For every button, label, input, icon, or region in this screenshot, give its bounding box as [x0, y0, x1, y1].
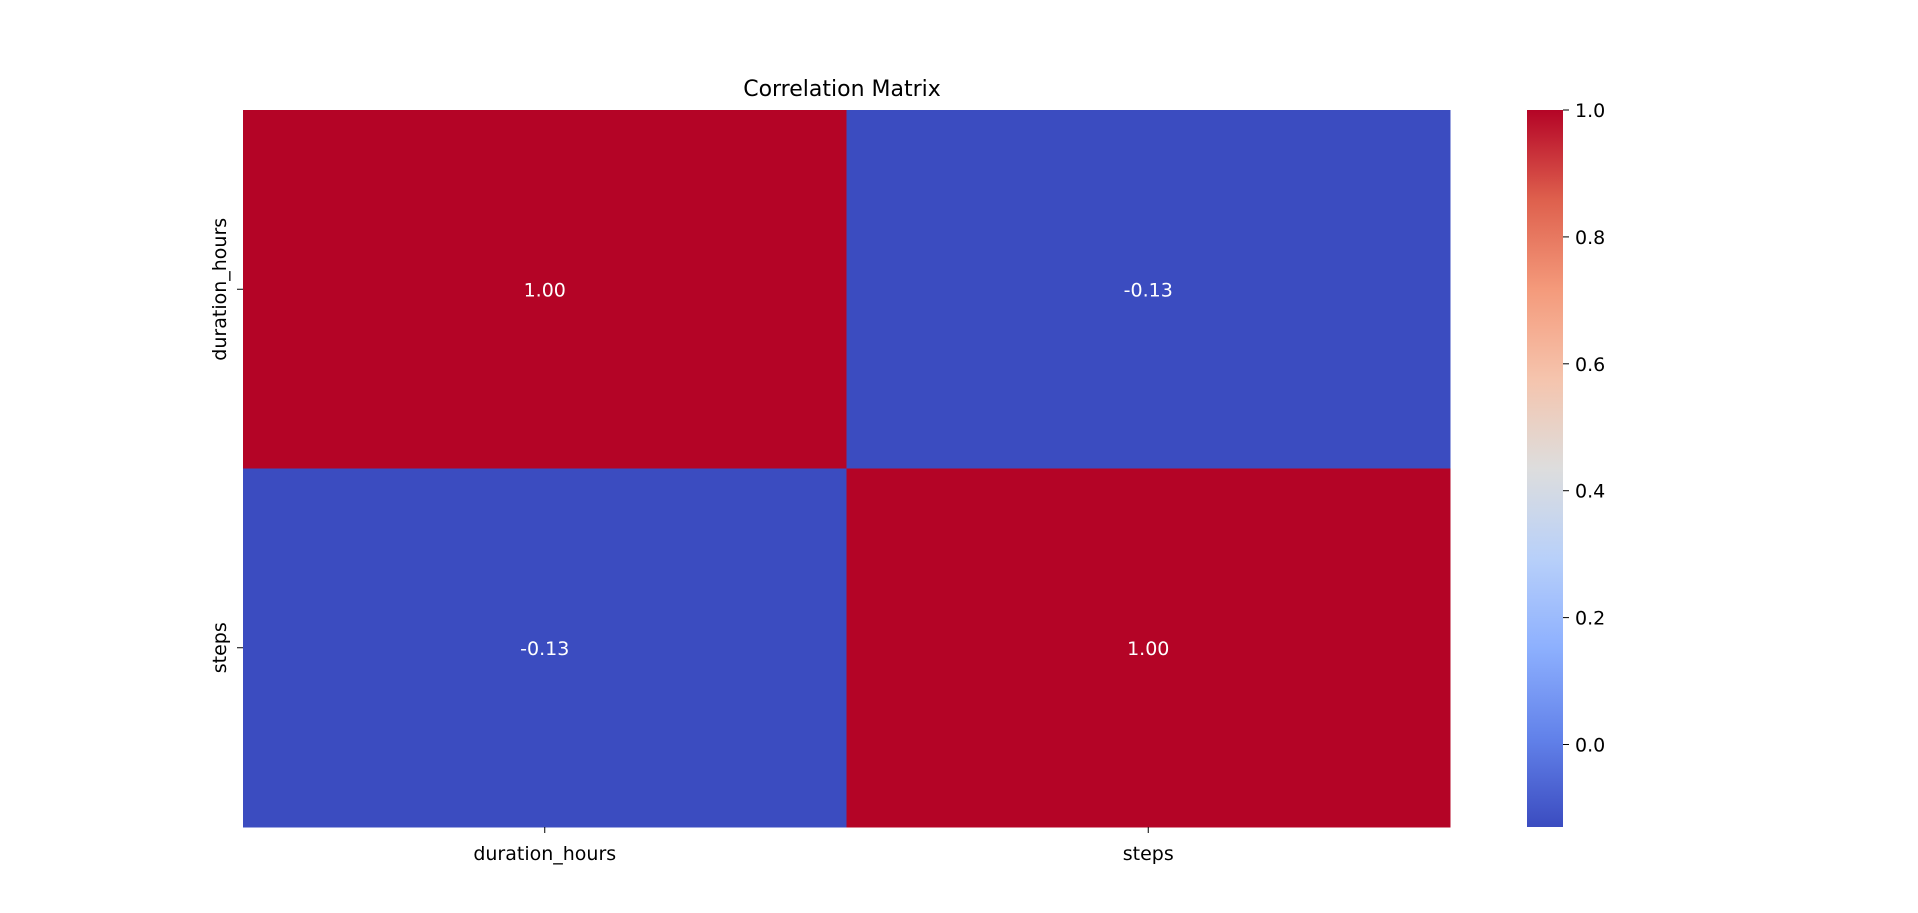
- colorbar-tick-label-3: 0.6: [1575, 354, 1605, 376]
- colorbar: 0.0 0.2 0.4 0.6 0.8 1.0: [1527, 100, 1605, 827]
- colorbar-tick-label-2: 0.4: [1575, 481, 1605, 503]
- cell-value-label-1-0: -0.13: [520, 638, 569, 660]
- heatmap-cell-0-0: [243, 110, 847, 469]
- y-tick-label-1: steps: [209, 622, 231, 673]
- y-tick-label-0: duration_hours: [209, 218, 231, 361]
- x-axis: duration_hours steps: [473, 827, 1174, 865]
- heatmap-cell-1-0: [243, 468, 847, 828]
- cell-value-label-0-0: 1.00: [524, 279, 566, 301]
- cell-value-label-0-1: -0.13: [1124, 279, 1173, 301]
- x-tick-label-0: duration_hours: [473, 843, 616, 865]
- colorbar-gradient: [1527, 110, 1563, 827]
- heatmap-cell-1-1: [846, 468, 1451, 828]
- heatmap-cells: 1.00 -0.13 -0.13 1.00: [243, 110, 1451, 828]
- colorbar-tick-label-4: 0.8: [1575, 227, 1605, 249]
- cell-value-label-1-1: 1.00: [1127, 638, 1169, 660]
- colorbar-tick-label-1: 0.2: [1575, 608, 1605, 630]
- x-tick-label-1: steps: [1123, 843, 1174, 865]
- heatmap-cell-0-1: [846, 110, 1451, 469]
- colorbar-tick-label-5: 1.0: [1575, 100, 1605, 122]
- colorbar-tick-label-0: 0.0: [1575, 735, 1605, 757]
- chart-title: Correlation Matrix: [743, 77, 941, 102]
